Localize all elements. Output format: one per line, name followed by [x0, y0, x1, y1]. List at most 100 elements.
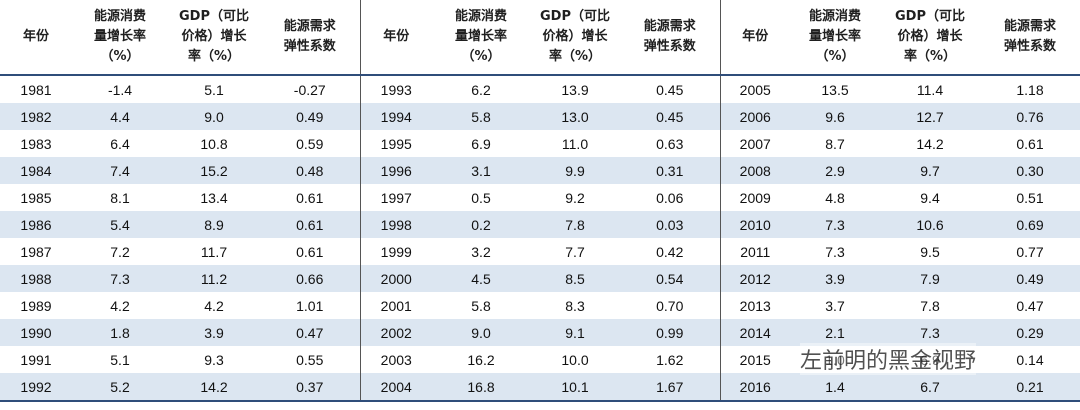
header-line: （%） [100, 49, 140, 64]
table-row: 1989 4.2 4.2 1.01 2001 5.8 8.3 0.70 2013 3.7 7.8 0.… [0, 292, 1080, 319]
table-cell: 1987 [20, 243, 52, 260]
table-cell: 1996 [360, 157, 432, 184]
table-cell: 10.6 [880, 211, 980, 238]
table-cell: 7.3 [880, 319, 980, 346]
header-line: 能源需求 [1003, 19, 1056, 34]
table-cell: 0.61 [260, 238, 361, 265]
table-cell: 7.7 [565, 243, 585, 260]
table-cell: 1.4 [790, 373, 880, 402]
table-cell: 8.5 [530, 265, 620, 292]
table-cell: 1997 [380, 189, 412, 206]
table-cell: 0.30 [980, 157, 1080, 184]
table-cell: 3.2 [471, 243, 491, 260]
header-cell: 能源需求 弹性系数 [260, 0, 361, 76]
table-cell: 4.2 [204, 297, 224, 314]
table-row: 1992 5.2 14.2 0.37 2004 16.8 10.1 1.67 2016 1.4 6.… [0, 373, 1080, 402]
table-cell: 0.61 [260, 184, 361, 211]
table-cell: 1981 [20, 81, 52, 98]
table-cell: 9.4 [920, 189, 940, 206]
table-cell: 2007 [739, 135, 771, 152]
table-cell: 0.03 [620, 211, 721, 238]
table-cell: 2015 [739, 351, 771, 368]
table-cell: 15.2 [168, 157, 260, 184]
table-cell: 0.70 [620, 292, 721, 319]
table-cell: 2016 [720, 373, 790, 402]
table-cell: 0.2 [432, 211, 530, 238]
header-line: GDP（可比 [179, 9, 249, 24]
table-cell: 1.8 [72, 319, 168, 346]
table-cell: 11.4 [916, 81, 944, 98]
table-cell: 11.0 [561, 135, 589, 152]
table-cell: 6.9 [471, 135, 491, 152]
table-cell: 6.9 [880, 346, 980, 373]
table-cell: 13.4 [200, 189, 228, 206]
header-line: 能源消费 [808, 9, 861, 24]
header-cell: 年份 [0, 0, 72, 76]
header-line: 率（%） [187, 49, 241, 64]
table-cell: 9.1 [530, 319, 620, 346]
table-cell: 7.2 [110, 243, 130, 260]
header-line: GDP（可比 [540, 9, 610, 24]
table-cell: 0.14 [1016, 351, 1044, 368]
table-cell: 0.5 [471, 189, 491, 206]
table-cell: 0.31 [620, 157, 721, 184]
table-row: 1984 7.4 15.2 0.48 1996 3.1 9.9 0.31 2008 2.9 9.7 0… [0, 157, 1080, 184]
table-cell: -1.4 [107, 81, 133, 98]
table-cell: 11.2 [168, 265, 260, 292]
table-cell: 11.7 [200, 243, 228, 260]
table-cell: 0.55 [260, 346, 361, 373]
table-cell: 1983 [20, 135, 52, 152]
table-row: 1988 7.3 11.2 0.66 2000 4.5 8.5 0.54 2012 3.9 7.9 0… [0, 265, 1080, 292]
table-cell: 12.7 [880, 103, 980, 130]
table-cell: 8.1 [110, 189, 130, 206]
table-cell: 2.9 [790, 157, 880, 184]
table-row: 1983 6.4 10.8 0.59 1995 6.9 11.0 0.63 2007 8.7 14.… [0, 130, 1080, 157]
table-cell: 0.29 [980, 319, 1080, 346]
table-cell: 2013 [739, 297, 771, 314]
header-cell: 能源消费 量增长率 （%） [72, 0, 168, 76]
table-cell: -0.27 [260, 75, 361, 103]
table-cell: 5.2 [72, 373, 168, 402]
table-cell: 5.1 [110, 351, 130, 368]
table-cell: 0.61 [1016, 135, 1044, 152]
table-cell: 0.99 [620, 319, 721, 346]
table-cell: 16.8 [432, 373, 530, 402]
table-cell: 2000 [360, 265, 432, 292]
table-cell: 2010 [720, 211, 790, 238]
header-cell: 年份 [360, 0, 432, 76]
table-cell: 0.63 [620, 130, 721, 157]
table-cell: 1986 [0, 211, 72, 238]
table-cell: 1989 [20, 297, 52, 314]
header-line: 弹性系数 [1003, 39, 1056, 54]
table-cell: 4.2 [110, 297, 130, 314]
table-cell: 1.0 [790, 346, 880, 373]
table-cell: 1998 [360, 211, 432, 238]
table-cell: 1985 [20, 189, 52, 206]
table-cell: 8.3 [565, 297, 585, 314]
table-cell: 14.2 [168, 373, 260, 402]
table-cell: 3.9 [168, 319, 260, 346]
table-row: 1981 -1.4 5.1 -0.27 1993 6.2 13.9 0.45 2005 13.5 1… [0, 75, 1080, 103]
table-cell: 0.59 [260, 130, 361, 157]
table-cell: 2014 [720, 319, 790, 346]
table-cell: 1993 [380, 81, 412, 98]
table-cell: 4.5 [432, 265, 530, 292]
header-cell: 能源消费 量增长率 （%） [790, 0, 880, 76]
table-cell: 0.37 [260, 373, 361, 402]
header-line: 率（%） [903, 49, 957, 64]
table-cell: 1992 [0, 373, 72, 402]
table-cell: 2001 [380, 297, 412, 314]
table-cell: 9.0 [432, 319, 530, 346]
table-cell: 1990 [0, 319, 72, 346]
header-line: GDP（可比 [895, 9, 965, 24]
table-cell: 2005 [739, 81, 771, 98]
table-cell: 6.7 [880, 373, 980, 402]
table-cell: 7.3 [72, 265, 168, 292]
table-cell: 7.8 [530, 211, 620, 238]
table-cell: 9.0 [168, 103, 260, 130]
table-cell: 1.18 [1016, 81, 1044, 98]
table-row: 1990 1.8 3.9 0.47 2002 9.0 9.1 0.99 2014 2.1 7.3 0.… [0, 319, 1080, 346]
table-cell: 1982 [0, 103, 72, 130]
header-cell: GDP（可比 价格）增长 率（%） [880, 0, 980, 76]
table-cell: 4.8 [825, 189, 845, 206]
